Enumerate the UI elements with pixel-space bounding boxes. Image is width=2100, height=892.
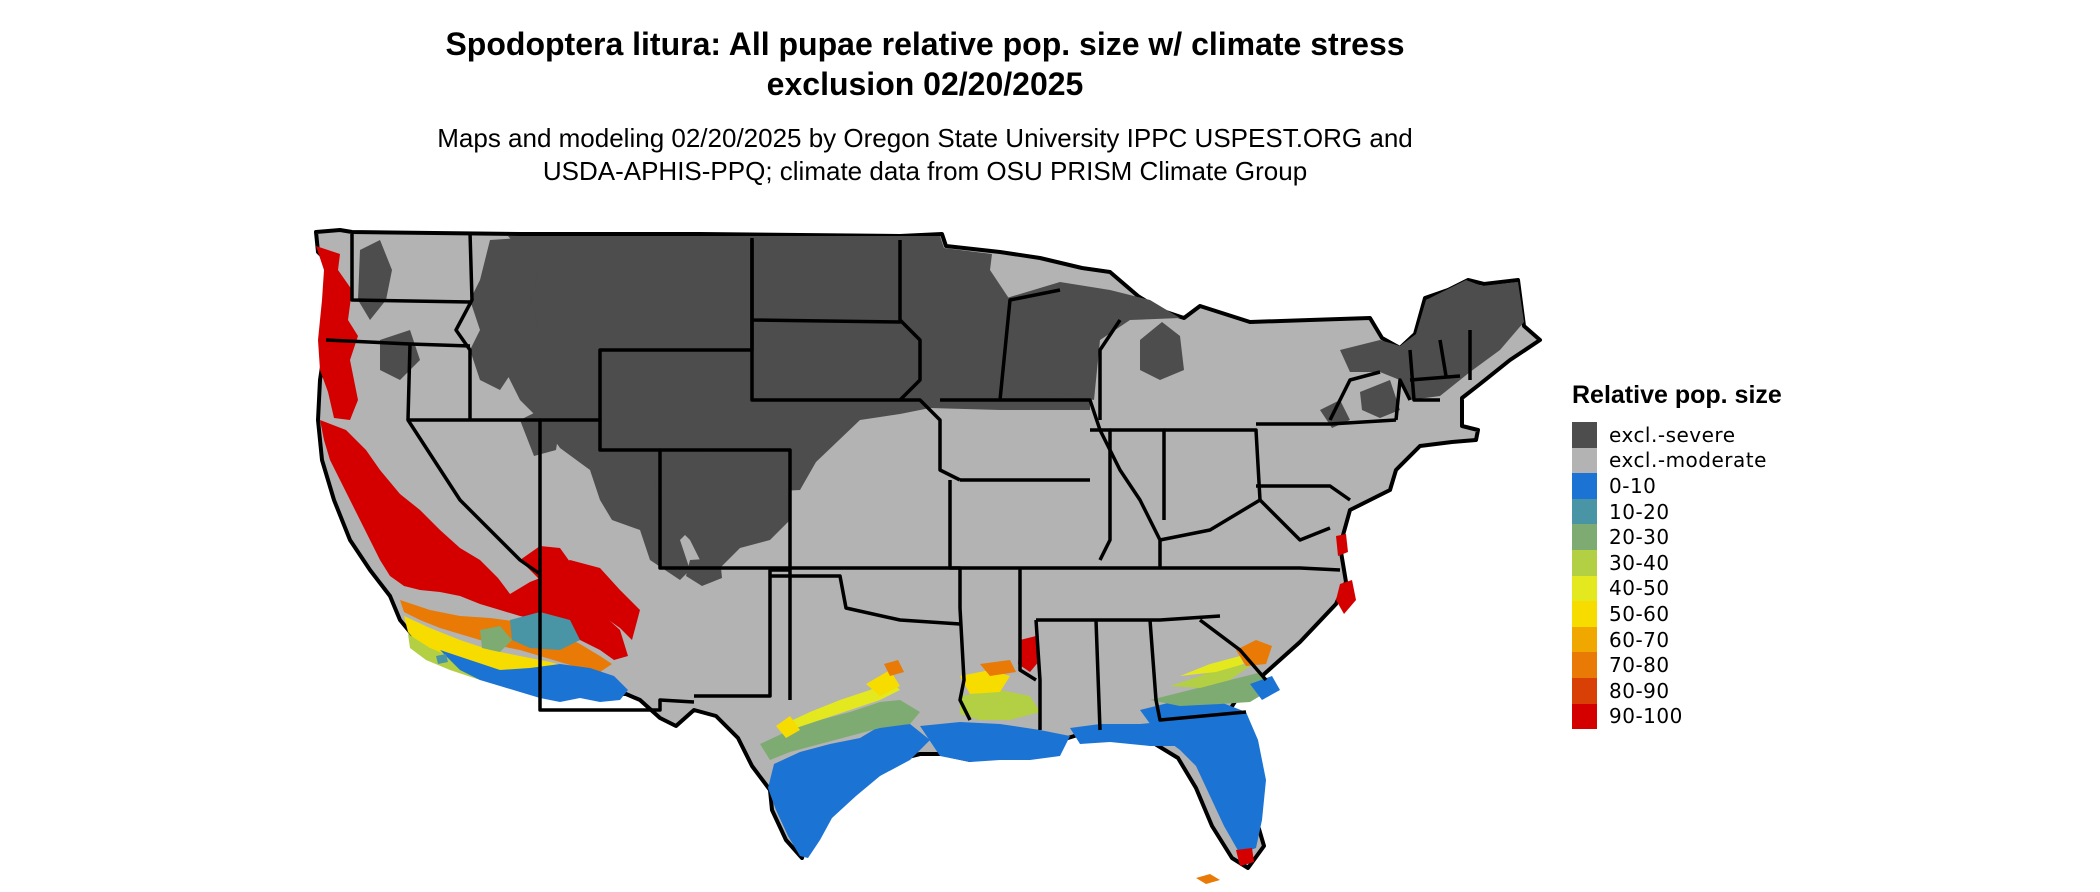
- zone-texas-20-30: [760, 700, 920, 760]
- legend-label: 30-40: [1609, 550, 1670, 575]
- legend-item: 0-10: [1572, 473, 1782, 499]
- legend-item: excl.-moderate: [1572, 447, 1782, 474]
- zone-georgia-40-50: [1180, 656, 1244, 676]
- zone-texas-west-50-60: [776, 716, 800, 738]
- legend-label: 60-70: [1609, 627, 1670, 652]
- zone-florida-keys-70-80: [1196, 874, 1220, 884]
- legend: Relative pop. size excl.-severe excl.-mod…: [1572, 380, 1782, 730]
- legend-label: excl.-severe: [1609, 422, 1736, 447]
- zone-texas-70-80: [884, 660, 904, 676]
- legend-items: excl.-severe excl.-moderate 0-10 10-20 20-30…: [1572, 422, 1782, 730]
- legend-label: 10-20: [1609, 499, 1670, 524]
- zone-arizona-north-90-100: [540, 560, 640, 640]
- legend-title: Relative pop. size: [1572, 381, 1782, 409]
- legend-label: 50-60: [1609, 601, 1670, 626]
- legend-item: 80-90: [1572, 677, 1782, 704]
- title-line-2: exclusion 02/20/2025: [766, 66, 1084, 102]
- zone-arizona-0-10: [440, 650, 628, 702]
- severe-exclusion-nm-mountains: [686, 558, 722, 586]
- legend-label: 0-10: [1609, 473, 1657, 498]
- severe-exclusion-upper-midwest: [1000, 282, 1180, 400]
- legend-item: excl.-severe: [1572, 422, 1782, 448]
- legend-swatch: [1572, 422, 1597, 448]
- legend-swatch: [1572, 524, 1597, 550]
- legend-label: 90-100: [1609, 704, 1683, 729]
- legend-item: 10-20: [1572, 498, 1782, 525]
- zone-sc-70-80: [1236, 640, 1272, 666]
- zone-mississippi-river-90-100: [1018, 636, 1040, 672]
- legend-swatch: [1572, 473, 1597, 499]
- severe-exclusion-michigan: [1140, 322, 1184, 380]
- legend-swatch: [1572, 652, 1597, 678]
- legend-swatch: [1572, 575, 1597, 602]
- legend-swatch: [1572, 447, 1597, 474]
- legend-swatch: [1572, 677, 1597, 704]
- severe-exclusion-new-england: [1340, 280, 1524, 400]
- zone-louisiana-50-60: [960, 670, 1010, 694]
- severe-exclusion-rockies: [650, 450, 792, 568]
- legend-item: 60-70: [1572, 626, 1782, 653]
- zone-texas-40-50: [780, 680, 900, 730]
- legend-item: 50-60: [1572, 601, 1782, 627]
- us-map: [314, 228, 1542, 884]
- zone-chesapeake-90-100: [1336, 534, 1348, 556]
- severe-exclusion-new-york: [1360, 380, 1400, 418]
- legend-label: 40-50: [1609, 576, 1670, 601]
- legend-swatch: [1572, 601, 1597, 627]
- zone-sc-coast-0-10: [1250, 676, 1280, 700]
- severe-exclusion-appalachia: [1320, 400, 1350, 428]
- zone-nc-coast-90-100: [1336, 580, 1356, 614]
- legend-label: 80-90: [1609, 678, 1670, 703]
- zone-pacific-coast-90-100: [316, 246, 358, 420]
- legend-item: 30-40: [1572, 549, 1782, 576]
- legend-item: 70-80: [1572, 652, 1782, 678]
- severe-exclusion-north: [490, 236, 1090, 580]
- legend-swatch: [1572, 549, 1597, 576]
- zone-florida-0-10: [1140, 700, 1266, 854]
- legend-item: 90-100: [1572, 703, 1782, 730]
- zone-texas-50-60: [866, 670, 900, 696]
- legend-label: excl.-moderate: [1609, 448, 1767, 473]
- legend-item: 20-30: [1572, 524, 1782, 550]
- zone-california-90-100: [320, 420, 628, 660]
- subtitle-line-2: USDA-APHIS-PPQ; climate data from OSU PR…: [542, 156, 1308, 186]
- legend-label: 70-80: [1609, 653, 1670, 678]
- zone-arizona-20-30: [480, 626, 512, 652]
- legend-swatch: [1572, 703, 1597, 730]
- zone-texas-coast-0-10: [768, 724, 930, 858]
- zone-arizona-10-20: [510, 612, 580, 650]
- zone-louisiana-70-80: [980, 660, 1016, 676]
- zone-georgia-20-30: [1150, 672, 1270, 706]
- legend-swatch: [1572, 498, 1597, 525]
- zone-georgia-30-40: [1170, 664, 1250, 688]
- legend-item: 40-50: [1572, 575, 1782, 602]
- state-boundaries: [325, 231, 1472, 731]
- zone-florida-tip-90-100: [1236, 848, 1254, 866]
- zone-louisiana-0-10: [920, 722, 1070, 762]
- severe-exclusion-idaho: [470, 238, 540, 390]
- legend-swatch: [1572, 626, 1597, 653]
- legend-label: 20-30: [1609, 525, 1670, 550]
- subtitle-line-1: Maps and modeling 02/20/2025 by Oregon S…: [437, 123, 1413, 153]
- zone-channel-islands: [436, 654, 448, 664]
- zone-louisiana-30-40: [960, 690, 1040, 720]
- title-line-1: Spodoptera litura: All pupae relative po…: [445, 26, 1405, 62]
